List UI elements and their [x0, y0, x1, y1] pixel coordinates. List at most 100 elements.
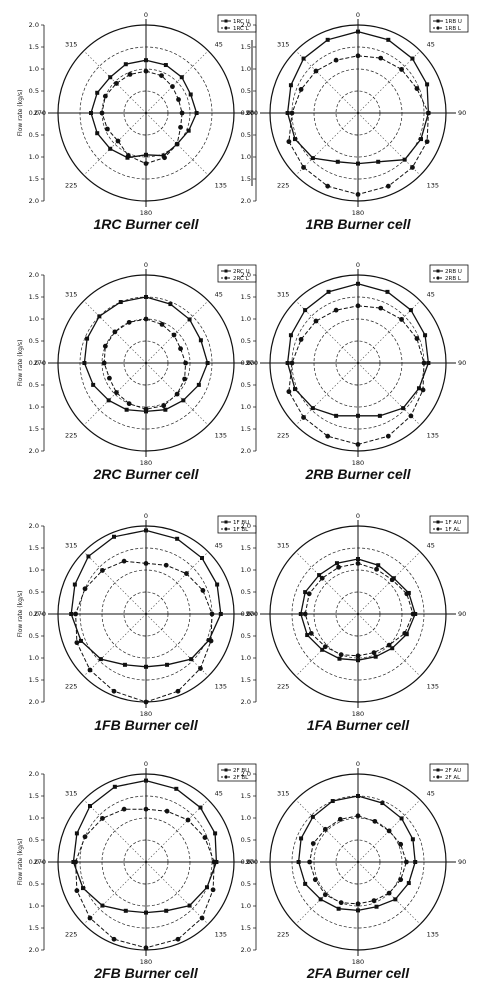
data-point-square [356, 794, 360, 798]
data-point-square [164, 908, 169, 913]
radial-tick-label: 0.0 [241, 359, 251, 367]
data-point-circle [143, 68, 149, 74]
data-point-square [174, 786, 179, 791]
data-point-circle [308, 630, 314, 636]
data-point-circle [121, 806, 127, 812]
data-point-square [399, 816, 404, 821]
data-point-circle [112, 329, 118, 335]
data-point-circle [209, 611, 215, 617]
data-point-circle [338, 652, 344, 658]
data-point-circle [371, 650, 377, 656]
polar-chart-1: 0 45 90 135 180 225 270 315 2.0 1.5 1.0 0.5 0.0 0.5 1.… [17, 11, 257, 232]
data-point-square [181, 398, 186, 403]
data-point-circle [386, 890, 392, 896]
legend-label: 1F BU [233, 520, 249, 526]
data-point-circle [302, 611, 308, 617]
data-point-square [196, 382, 201, 387]
radial-tick-label: 1.5 [29, 43, 39, 51]
data-point-circle [414, 336, 420, 341]
angle-label: 225 [277, 432, 289, 440]
data-point-square [78, 638, 83, 643]
angle-label: 135 [427, 182, 439, 190]
data-point-circle [355, 813, 361, 819]
radial-tick-label: 0.0 [241, 858, 251, 866]
data-point-circle [178, 124, 183, 130]
data-point-circle [126, 401, 132, 407]
data-point-square [374, 904, 379, 909]
data-point-square [423, 333, 428, 338]
data-point-square [413, 860, 418, 864]
data-point-square [194, 111, 199, 115]
grid-spoke [357, 799, 421, 863]
legend-marker [224, 520, 228, 524]
data-point-circle [170, 84, 175, 89]
data-point-square [330, 799, 335, 804]
data-point-square [85, 336, 90, 341]
data-point-square [408, 308, 413, 313]
data-point-circle [102, 343, 108, 349]
data-point-circle [333, 307, 339, 313]
data-point-circle [102, 93, 108, 99]
data-point-square [410, 56, 415, 61]
grid-spoke [145, 551, 209, 615]
legend-marker [224, 527, 228, 531]
series-line [75, 560, 213, 703]
radial-tick-label: 1.0 [241, 814, 251, 822]
chart-caption: 1RB Burner cell [305, 216, 411, 232]
data-point-square [218, 612, 223, 616]
data-point-circle [114, 390, 119, 395]
data-point-circle [198, 666, 203, 671]
data-point-circle [199, 915, 205, 921]
data-point-circle [355, 561, 361, 566]
radial-tick-label: 1.5 [29, 425, 39, 433]
data-point-square [200, 555, 205, 560]
data-point-circle [325, 183, 331, 189]
data-point-square [303, 308, 308, 313]
chart-caption: 2FB Burner cell [93, 965, 199, 981]
radial-tick-label: 1.0 [241, 315, 251, 323]
data-point-circle [333, 57, 339, 63]
data-point-circle [322, 826, 328, 832]
radial-tick-label: 0.0 [29, 359, 39, 367]
data-point-circle [355, 53, 361, 59]
data-point-square [336, 906, 341, 911]
angle-label: 270 [34, 858, 46, 866]
data-point-square [175, 536, 180, 541]
data-point-square [122, 662, 127, 667]
data-point-square [89, 111, 93, 115]
data-point-circle [200, 588, 206, 593]
data-point-circle [143, 316, 149, 322]
chart-caption: 2RB Burner cell [304, 466, 411, 482]
y-axis-label: Flow rate (kg/s) [17, 340, 24, 387]
data-point-circle [171, 332, 177, 338]
grid-spoke [83, 861, 147, 925]
data-point-square [144, 295, 148, 299]
angle-label: 45 [427, 290, 435, 298]
data-point-circle [143, 161, 149, 167]
data-point-square [390, 646, 395, 651]
chart-caption: 1RC Burner cell [93, 216, 199, 232]
grid-spoke [145, 50, 209, 114]
grid-spoke [295, 551, 359, 615]
angle-label: 315 [65, 789, 77, 797]
angle-label: 45 [427, 40, 435, 48]
data-point-square [91, 382, 96, 387]
data-point-circle [121, 558, 127, 564]
radial-tick-label: 0.5 [241, 131, 251, 139]
series-line [72, 779, 218, 914]
angle-label: 135 [215, 182, 227, 190]
radial-tick-label: 1.0 [241, 654, 251, 662]
legend-marker [224, 276, 228, 280]
polar-chart-2: 045901351802252703152.01.51.00.50.00.51.… [241, 11, 469, 232]
data-point-circle [161, 403, 167, 409]
data-point-circle [286, 139, 292, 145]
data-point-circle [87, 667, 93, 673]
data-point-circle [73, 859, 78, 865]
angle-label: 180 [140, 958, 152, 966]
data-point-square [425, 82, 430, 87]
angle-label: 135 [427, 683, 439, 691]
data-point-circle [399, 67, 404, 72]
radial-tick-label: 1.5 [241, 293, 251, 301]
radial-tick-label: 0.5 [241, 880, 251, 888]
data-point-square [72, 582, 77, 587]
